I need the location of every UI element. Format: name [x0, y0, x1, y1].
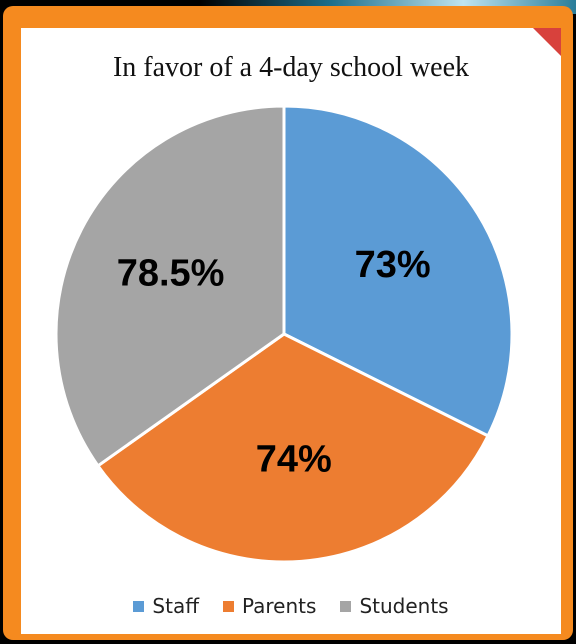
legend-label-parents: Parents: [241, 594, 317, 618]
pie-slice-parents: [96, 332, 490, 564]
pie-slice-staff: [282, 104, 514, 438]
data-label-parents: 74%: [256, 438, 332, 480]
pie-slice-students: [54, 104, 286, 468]
legend-label-students: Students: [359, 594, 449, 618]
data-label-staff: 73%: [355, 244, 431, 286]
legend-item-parents: Parents: [222, 594, 317, 618]
pie-slices: [54, 104, 514, 564]
corner-flag: [533, 28, 561, 56]
legend-swatch-staff: [133, 600, 145, 612]
chart-legend: Staff Parents Students: [21, 594, 561, 618]
legend-item-staff: Staff: [133, 594, 199, 618]
chart-title: In favor of a 4-day school week: [112, 52, 470, 83]
chart-panel: In favor of a 4-day school week 73% 74% 78…: [21, 28, 561, 634]
legend-swatch-parents: [222, 600, 234, 612]
pie-labels: 73% 74% 78.5%: [117, 244, 431, 480]
legend-item-students: Students: [340, 594, 449, 618]
legend-swatch-students: [340, 600, 352, 612]
legend-label-staff: Staff: [152, 594, 199, 618]
slide-frame: In favor of a 4-day school week 73% 74% 78…: [3, 6, 573, 640]
pie-chart: 73% 74% 78.5%: [54, 104, 514, 564]
data-label-students: 78.5%: [117, 252, 225, 294]
